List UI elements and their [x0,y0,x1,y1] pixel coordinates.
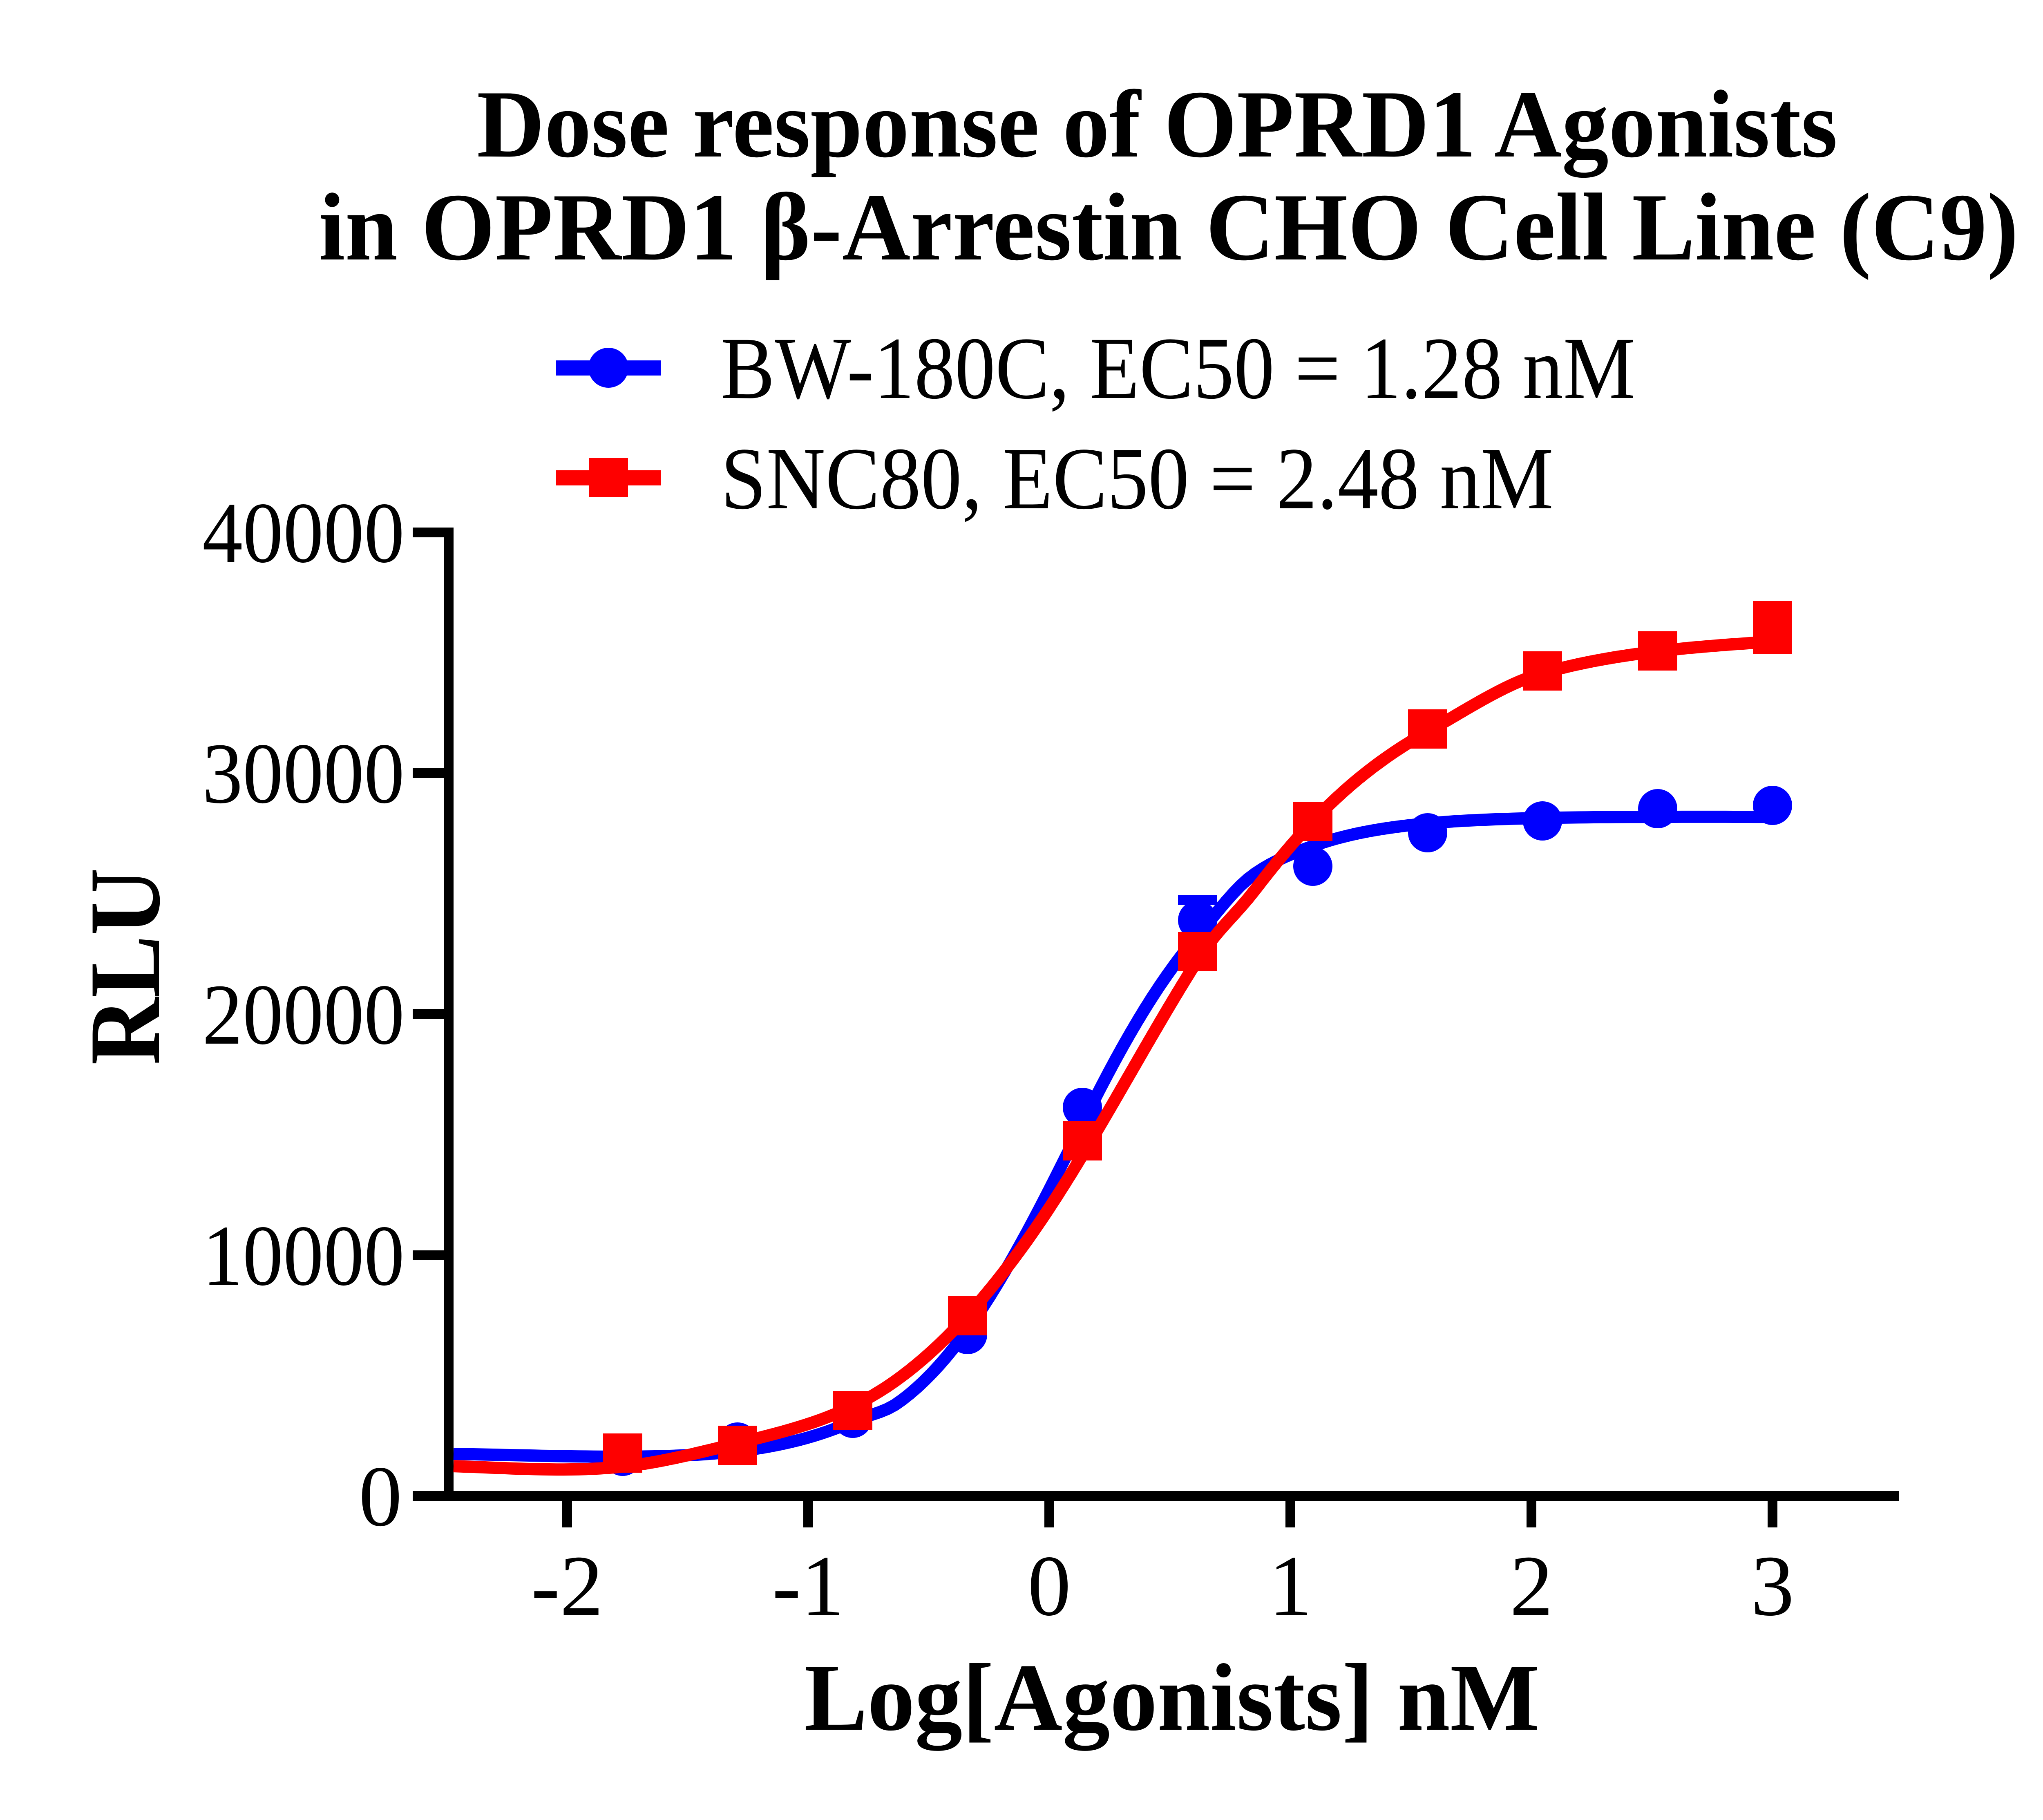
svg-text:0: 0 [1028,1538,1071,1634]
svg-text:0: 0 [359,1448,402,1544]
svg-text:in OPRD1 β-Arrestin CHO Cell L: in OPRD1 β-Arrestin CHO Cell Line (C9) [319,174,2018,281]
svg-text:-2: -2 [531,1538,604,1634]
svg-text:10000: 10000 [202,1207,405,1304]
svg-text:40000: 40000 [202,485,405,581]
svg-text:1: 1 [1269,1538,1312,1634]
svg-text:-1: -1 [772,1538,845,1634]
svg-text:3: 3 [1751,1538,1794,1634]
svg-text:RLU: RLU [69,868,181,1065]
svg-text:BW-180C, EC50 = 1.28 nM: BW-180C, EC50 = 1.28 nM [721,319,1635,417]
svg-text:2: 2 [1510,1538,1553,1634]
svg-text:20000: 20000 [202,966,405,1062]
svg-text:SNC80, EC50 = 2.48 nM: SNC80, EC50 = 2.48 nM [721,429,1553,528]
svg-text:Log[Agonists] nM: Log[Agonists] nM [804,1644,1540,1751]
svg-text:Dose response of OPRD1 Agonist: Dose response of OPRD1 Agonists [477,71,1837,178]
svg-text:30000: 30000 [202,725,405,821]
